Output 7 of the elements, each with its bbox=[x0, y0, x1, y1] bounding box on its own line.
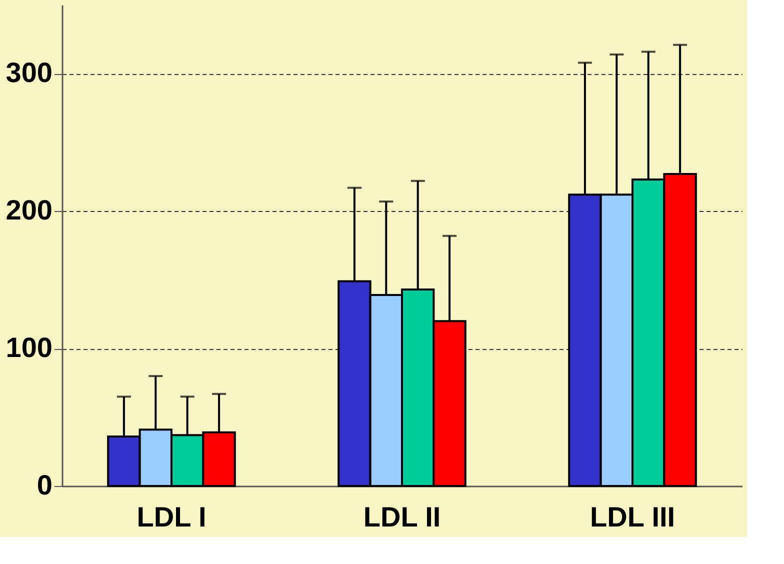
y-tick-label: 100 bbox=[6, 332, 52, 364]
x-tick-label: LDL II bbox=[363, 502, 441, 532]
y-tick-label: 300 bbox=[6, 57, 52, 88]
y-tick-label: 200 bbox=[6, 194, 52, 226]
y-tick-label: 0 bbox=[36, 470, 52, 500]
x-tick-label: LDL III bbox=[590, 502, 676, 532]
x-tick-label: LDL I bbox=[136, 502, 206, 532]
